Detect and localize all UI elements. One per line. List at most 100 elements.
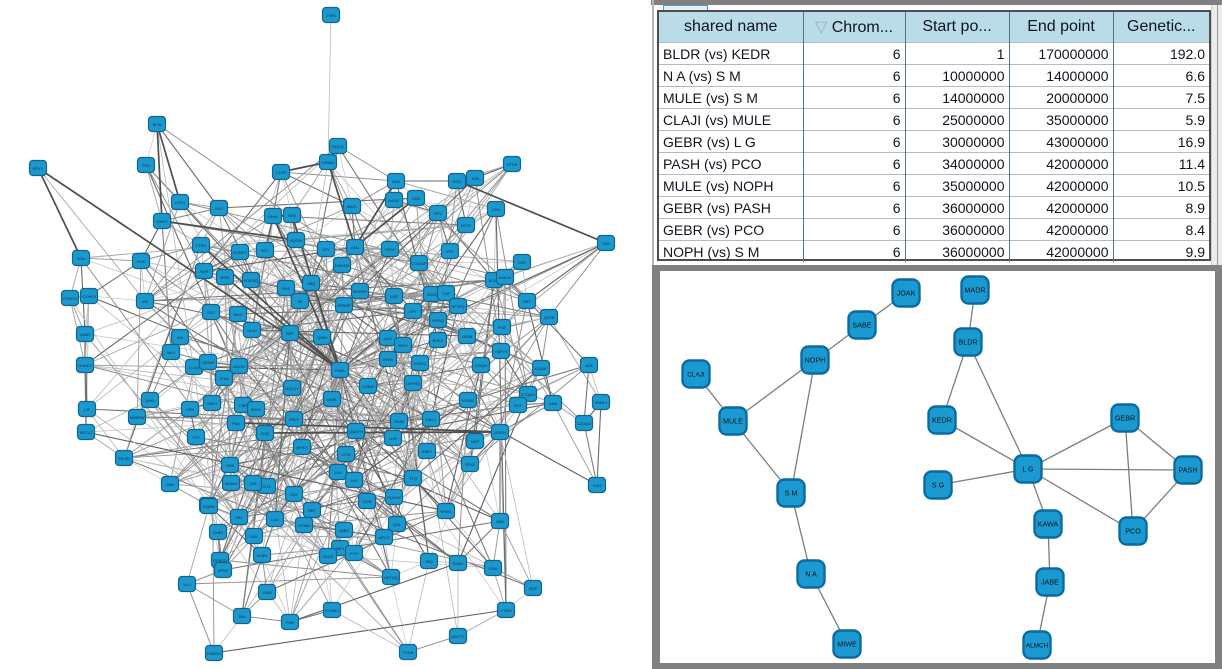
svg-text:NGDJY: NGDJY [285, 386, 299, 391]
svg-text:IKIT: IKIT [261, 248, 269, 253]
svg-text:IBW: IBW [496, 519, 504, 524]
svg-text:QFIKX: QFIKX [296, 445, 308, 450]
svg-text:NOPH: NOPH [805, 356, 826, 365]
svg-text:IHEV: IHEV [398, 343, 407, 348]
svg-text:JFAH: JFAH [219, 376, 229, 381]
svg-text:ISZF: ISZF [529, 586, 538, 591]
svg-text:AVI: AVI [177, 335, 183, 340]
svg-text:JVU: JVU [334, 470, 342, 475]
svg-text:PVR: PVR [286, 620, 294, 625]
svg-text:SSWC: SSWC [452, 561, 464, 566]
svg-text:DCYF: DCYF [461, 223, 472, 228]
svg-text:MPBQ: MPBQ [432, 318, 443, 323]
svg-text:YJIF: YJIF [442, 291, 451, 296]
svg-text:ENBGH: ENBGH [207, 651, 221, 656]
svg-text:MULE: MULE [723, 417, 743, 426]
svg-text:WDMX: WDMX [225, 481, 238, 486]
svg-text:RCHRR: RCHRR [353, 289, 367, 294]
svg-text:GEBR: GEBR [1115, 414, 1135, 423]
svg-text:KQR: KQR [390, 294, 399, 299]
svg-text:ZTRX: ZTRX [326, 13, 337, 18]
svg-text:DKYND: DKYND [406, 381, 420, 386]
svg-text:JOB: JOB [471, 176, 479, 181]
svg-text:AZA: AZA [585, 363, 593, 368]
svg-text:BLDR: BLDR [958, 338, 977, 347]
svg-text:LYOR: LYOR [276, 170, 286, 175]
svg-text:KEDR: KEDR [932, 416, 952, 425]
svg-text:MQP: MQP [471, 439, 480, 444]
svg-text:UETGQ: UETGQ [384, 575, 398, 580]
svg-text:IIK: IIK [298, 299, 303, 304]
svg-text:EBCJ: EBCJ [426, 417, 436, 422]
svg-text:YROC: YROC [384, 247, 395, 252]
svg-text:VIK: VIK [142, 299, 149, 304]
svg-text:QGM: QGM [317, 335, 326, 340]
svg-text:WUC: WUC [233, 312, 242, 317]
svg-text:HBQ: HBQ [307, 281, 315, 286]
svg-text:PGZ: PGZ [142, 163, 151, 168]
svg-text:RFVY: RFVY [33, 166, 44, 171]
svg-text:MXBRW: MXBRW [130, 415, 145, 420]
svg-text:CLXQ: CLXQ [189, 365, 200, 370]
svg-text:KAWA: KAWA [1038, 520, 1059, 529]
svg-text:ROTLZ: ROTLZ [80, 430, 93, 435]
svg-text:XXG: XXG [215, 206, 223, 211]
svg-text:RPJPQ: RPJPQ [452, 304, 465, 309]
svg-text:MIWE: MIWE [837, 640, 857, 649]
svg-text:FTRV: FTRV [196, 243, 206, 248]
svg-text:YTY: YTY [192, 435, 200, 440]
svg-text:GONFT: GONFT [233, 250, 247, 255]
svg-text:YVW: YVW [137, 259, 146, 264]
svg-text:UMFL: UMFL [327, 397, 338, 402]
svg-text:RPP: RPP [286, 331, 294, 336]
svg-text:RFV: RFV [434, 211, 442, 216]
svg-text:EZZ: EZZ [207, 310, 215, 315]
svg-text:ASEY: ASEY [422, 449, 433, 454]
svg-text:S G: S G [932, 481, 945, 490]
svg-text:ETOCN: ETOCN [63, 296, 77, 301]
svg-text:JRA: JRA [238, 614, 246, 619]
svg-text:JOAK: JOAK [897, 289, 916, 298]
svg-text:DOQN: DOQN [475, 363, 487, 368]
svg-text:RET: RET [523, 299, 531, 304]
svg-text:GYL: GYL [263, 484, 272, 489]
svg-text:QEMM: QEMM [202, 360, 214, 365]
svg-text:KDCQ: KDCQ [332, 144, 343, 149]
svg-text:OYGKJ: OYGKJ [325, 608, 338, 613]
svg-text:MEV: MEV [336, 546, 345, 551]
svg-text:HSIAN: HSIAN [322, 160, 334, 165]
svg-text:UKHB: UKHB [462, 334, 473, 339]
svg-text:CHO: CHO [593, 483, 602, 488]
svg-text:VWK: VWK [226, 463, 235, 468]
svg-text:LJF: LJF [84, 407, 91, 412]
svg-text:IXJT: IXJT [514, 403, 523, 408]
svg-text:LUA: LUA [271, 517, 279, 522]
svg-text:KFY: KFY [446, 249, 454, 254]
svg-text:XNA: XNA [549, 401, 557, 406]
svg-text:JHG: JHG [350, 478, 358, 483]
svg-text:WXEBQ: WXEBQ [244, 278, 258, 283]
svg-text:JDRJH: JDRJH [494, 430, 507, 435]
svg-text:QHKL: QHKL [145, 398, 156, 403]
svg-text:N A: N A [805, 570, 817, 579]
svg-text:UPNY: UPNY [218, 568, 229, 573]
svg-text:XWR: XWR [199, 269, 208, 274]
svg-text:TTQ: TTQ [409, 476, 417, 481]
svg-text:LHR: LHR [389, 436, 397, 441]
svg-text:GGG: GGG [452, 179, 461, 184]
svg-text:ETQAH: ETQAH [521, 392, 535, 397]
svg-text:UNYTS: UNYTS [451, 634, 465, 639]
svg-text:DHNEZ: DHNEZ [78, 363, 92, 368]
svg-text:OABT: OABT [80, 332, 91, 337]
svg-text:HPMN: HPMN [298, 523, 310, 528]
svg-text:CKXG: CKXG [322, 554, 333, 559]
svg-text:ZXA: ZXA [602, 241, 610, 246]
svg-text:S M: S M [785, 489, 798, 498]
svg-text:XQAAF: XQAAF [534, 366, 548, 371]
svg-text:KRVF: KRVF [289, 417, 300, 422]
svg-text:BZUX: BZUX [489, 278, 500, 283]
svg-text:L G: L G [1022, 465, 1034, 474]
svg-text:ZIJQ: ZIJQ [261, 431, 269, 436]
svg-text:ZHXV: ZHXV [251, 407, 262, 412]
svg-text:JABE: JABE [1041, 578, 1059, 587]
